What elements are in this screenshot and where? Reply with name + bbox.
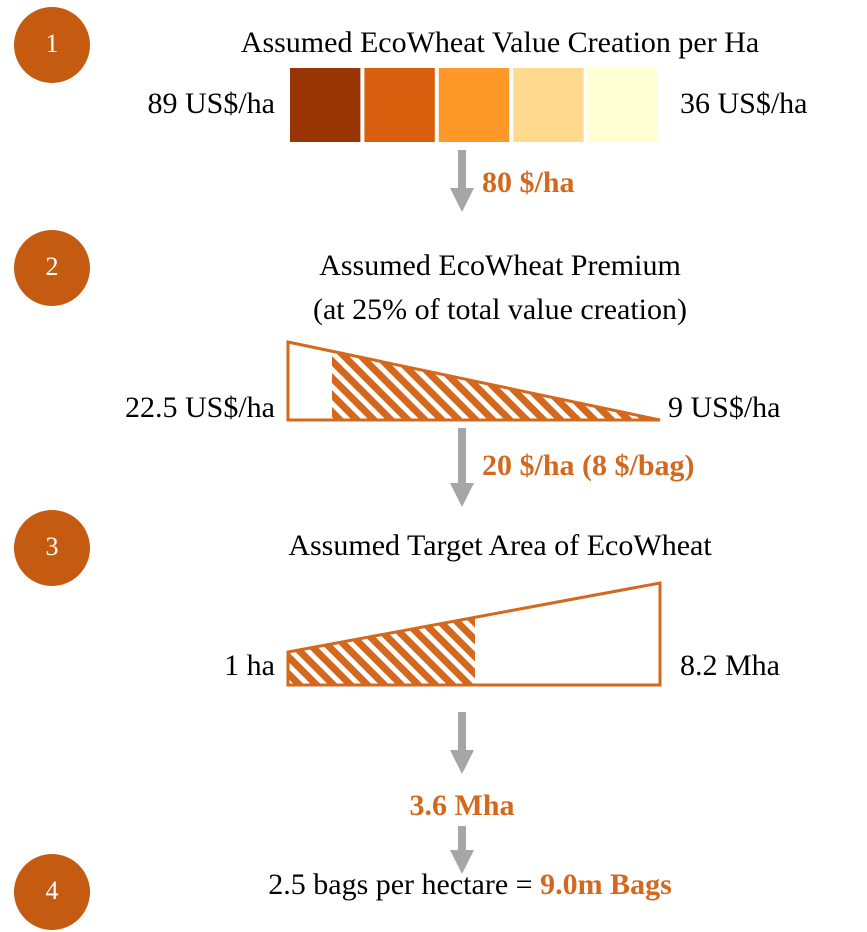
step-number: 4 (46, 876, 59, 905)
result-text: 2.5 bags per hectare = (268, 868, 540, 901)
trapezoid (286, 581, 662, 687)
step-badge (14, 510, 90, 586)
result-highlight: 9.0m Bags (540, 868, 672, 901)
right-label: 8.2 Mha (680, 649, 780, 682)
scale-swatch (513, 68, 584, 142)
step-badge (14, 230, 90, 306)
left-label: 22.5 US$/ha (125, 391, 275, 424)
triangle (286, 340, 661, 422)
step-title: Assumed Target Area of EcoWheat (288, 529, 712, 562)
right-label: 9 US$/ha (668, 391, 781, 424)
scale-swatch (438, 68, 510, 142)
step-subtitle: (at 25% of total value creation) (313, 293, 687, 326)
left-label: 89 US$/ha (148, 87, 276, 120)
scale-swatch (587, 68, 658, 142)
right-label: 36 US$/ha (680, 87, 808, 120)
step-badge (14, 854, 90, 930)
step-title: Assumed EcoWheat Value Creation per Ha (241, 26, 759, 59)
scale-swatch (290, 68, 361, 142)
step-number: 1 (46, 29, 59, 58)
step-result: 2.5 bags per hectare = 9.0m Bags (268, 868, 672, 901)
arrow-label: 20 $/ha (8 $/bag) (482, 449, 695, 482)
step-number: 2 (46, 252, 59, 281)
arrow-label: 80 $/ha (482, 166, 575, 199)
step-number: 3 (46, 532, 59, 561)
arrow-label: 3.6 Mha (410, 789, 515, 822)
left-label: 1 ha (224, 649, 275, 682)
color-scale (290, 68, 658, 142)
hatch (288, 617, 475, 685)
step-badge (14, 7, 90, 83)
scale-swatch (364, 68, 435, 142)
step-title: Assumed EcoWheat Premium (319, 249, 681, 282)
